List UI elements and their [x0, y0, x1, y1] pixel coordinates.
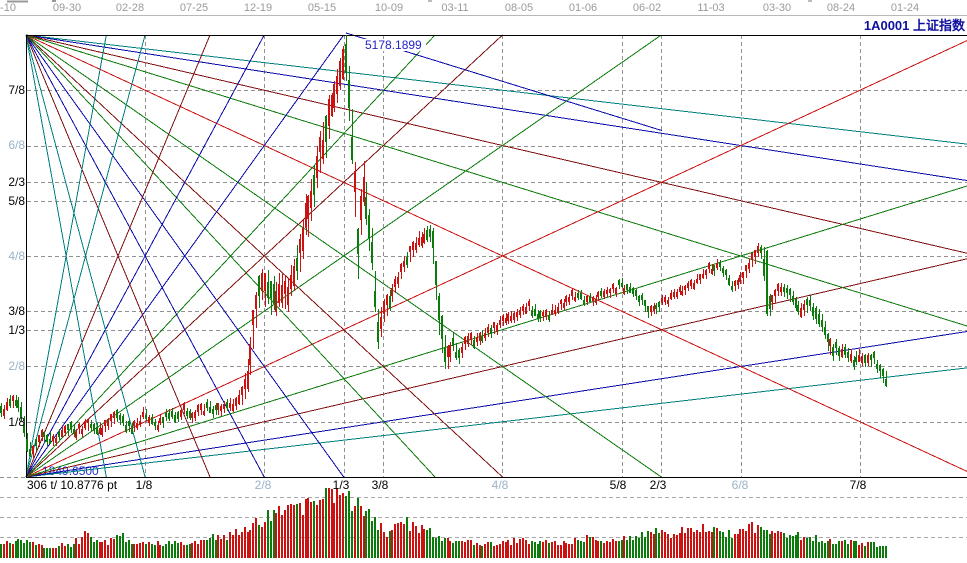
svg-text:09-30: 09-30	[53, 2, 81, 14]
svg-text:11-03: 11-03	[697, 2, 724, 14]
svg-text:7/8: 7/8	[850, 478, 867, 492]
svg-text:03-30: 03-30	[763, 2, 791, 14]
svg-text:01-24: 01-24	[891, 2, 919, 14]
svg-text:4/8: 4/8	[8, 249, 25, 263]
svg-text:7/8: 7/8	[8, 83, 25, 97]
svg-text:1/3: 1/3	[8, 323, 25, 337]
svg-text:5/8: 5/8	[610, 478, 627, 492]
svg-text:02-28: 02-28	[116, 2, 144, 14]
svg-text:306 t/ 10.8776 pt: 306 t/ 10.8776 pt	[27, 478, 118, 492]
svg-text:08-24: 08-24	[827, 2, 855, 14]
svg-text:1A0001 上证指数: 1A0001 上证指数	[864, 18, 966, 33]
svg-text:1/3: 1/3	[333, 478, 350, 492]
svg-text:2/8: 2/8	[255, 478, 272, 492]
svg-text:-10: -10	[0, 2, 16, 14]
svg-text:2/8: 2/8	[8, 359, 25, 373]
svg-text:5178.1899: 5178.1899	[365, 38, 422, 52]
svg-text:01-06: 01-06	[569, 2, 597, 14]
svg-text:3/8: 3/8	[372, 478, 389, 492]
svg-text:03-11: 03-11	[441, 2, 468, 14]
svg-text:10-09: 10-09	[375, 2, 403, 14]
svg-text:4/8: 4/8	[492, 478, 509, 492]
svg-text:6/8: 6/8	[732, 478, 749, 492]
svg-text:5/8: 5/8	[8, 194, 25, 208]
svg-text:07-25: 07-25	[180, 2, 208, 14]
svg-text:3/8: 3/8	[8, 304, 25, 318]
svg-text:2/3: 2/3	[8, 175, 25, 189]
svg-text:06-02: 06-02	[633, 2, 661, 14]
svg-text:1/8: 1/8	[136, 478, 153, 492]
svg-text:1/8: 1/8	[8, 415, 25, 429]
svg-text:08-05: 08-05	[505, 2, 533, 14]
svg-text:05-15: 05-15	[308, 2, 336, 14]
svg-text:12-19: 12-19	[244, 2, 272, 14]
svg-text:2/3: 2/3	[650, 478, 667, 492]
svg-text:6/8: 6/8	[8, 138, 25, 152]
